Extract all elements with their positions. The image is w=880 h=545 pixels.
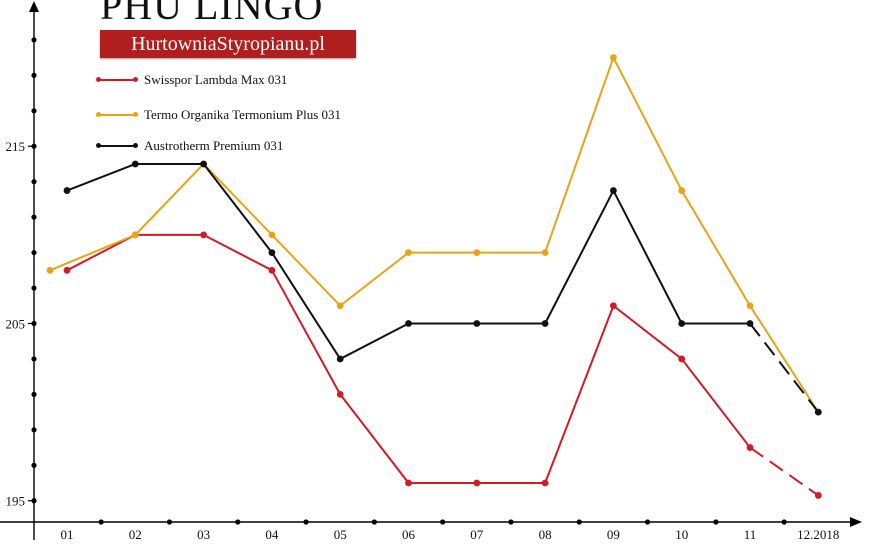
- y-axis-tick-dot: [31, 214, 37, 220]
- y-tick-label: 205: [6, 316, 26, 331]
- data-point: [336, 302, 344, 310]
- x-tick-label: 02: [129, 527, 142, 540]
- series-line: [66, 233, 751, 485]
- data-point: [678, 320, 686, 327]
- data-point: [541, 320, 549, 327]
- x-axis-tick-dot: [303, 519, 309, 525]
- x-axis-tick-dot: [576, 519, 582, 525]
- legend-label-swisspor: Swisspor Lambda Max 031: [144, 72, 288, 87]
- data-point: [746, 302, 754, 310]
- x-tick-label: 12.2018: [797, 527, 839, 540]
- data-point: [678, 355, 686, 363]
- legend-label-termo: Termo Organika Termonium Plus 031: [144, 107, 342, 122]
- y-axis-tick-dot: [31, 108, 37, 114]
- data-point: [678, 187, 686, 194]
- x-axis-tick-dot: [781, 519, 787, 525]
- x-tick-label: 03: [197, 527, 210, 540]
- x-tick-label: 04: [265, 527, 279, 540]
- x-axis-tick-dot: [713, 519, 719, 525]
- y-axis-tick-dot: [31, 356, 37, 362]
- y-axis-tick-dot: [31, 391, 37, 397]
- x-axis-tick-dot: [166, 519, 173, 525]
- data-point: [746, 444, 754, 451]
- x-tick-label: 08: [539, 527, 552, 540]
- data-point: [131, 231, 139, 239]
- y-tick-label: 195: [6, 494, 26, 509]
- x-axis-tick-dot: [440, 519, 446, 525]
- data-point: [46, 266, 54, 274]
- x-axis-tick-dot: [371, 519, 377, 525]
- data-point: [336, 355, 344, 363]
- data-point: [268, 249, 276, 256]
- x-tick-label: 01: [61, 527, 74, 540]
- data-point: [200, 231, 208, 239]
- logo-title: PHU LINGO: [100, 0, 324, 28]
- series-line-dashed: [749, 322, 820, 413]
- data-point: [200, 160, 208, 168]
- y-axis-tick-dot: [31, 72, 37, 78]
- y-axis-tick-dot: [31, 285, 37, 291]
- y-axis-tick-dot: [31, 462, 37, 468]
- y-axis-tick-dot: [31, 37, 37, 43]
- y-axis-arrow: [29, 1, 39, 12]
- data-point: [473, 320, 481, 327]
- data-point: [541, 249, 549, 256]
- series-line: [66, 162, 750, 360]
- x-axis-tick-dot: [98, 519, 104, 525]
- x-tick-label: 07: [470, 527, 484, 540]
- data-point: [610, 302, 617, 310]
- y-axis-tick-dot: [31, 179, 37, 185]
- series-line: [49, 56, 820, 413]
- data-point: [405, 320, 412, 327]
- legend-swatch-swisspor: [96, 77, 138, 82]
- y-axis-tick-dot: [31, 249, 37, 256]
- y-tick-label: 215: [6, 139, 26, 154]
- x-tick-label: 11: [744, 527, 757, 540]
- logo-subtitle: HurtowniaStyropianu.pl: [100, 30, 356, 58]
- x-axis-tick-dot: [508, 519, 514, 525]
- data-point: [63, 266, 71, 274]
- x-axis-tick-dot: [644, 519, 651, 525]
- data-point: [131, 160, 139, 168]
- series-line-dashed: [749, 446, 819, 497]
- data-point: [405, 249, 412, 256]
- x-axis-tick-dot: [849, 519, 856, 525]
- legend-swatch-termo: [96, 112, 138, 117]
- data-point: [610, 187, 617, 194]
- x-tick-label: 05: [334, 527, 347, 540]
- data-point: [814, 492, 822, 499]
- data-point: [268, 266, 276, 274]
- data-point: [405, 479, 412, 487]
- x-tick-label: 09: [607, 527, 620, 540]
- data-point: [610, 54, 617, 62]
- data-point: [63, 187, 71, 194]
- x-tick-label: 06: [402, 527, 416, 540]
- data-point: [336, 390, 344, 398]
- legend-label-austrotherm: Austrotherm Premium 031: [144, 138, 284, 153]
- legend-swatch-austrotherm: [96, 143, 138, 148]
- data-point: [814, 408, 822, 416]
- data-point: [473, 249, 481, 256]
- data-point: [268, 231, 276, 239]
- y-axis-tick-dot: [31, 427, 37, 433]
- x-tick-label: 10: [675, 527, 688, 540]
- x-axis-tick-dot: [235, 519, 241, 525]
- data-point: [473, 479, 481, 487]
- data-point: [746, 320, 754, 327]
- data-point: [541, 479, 549, 487]
